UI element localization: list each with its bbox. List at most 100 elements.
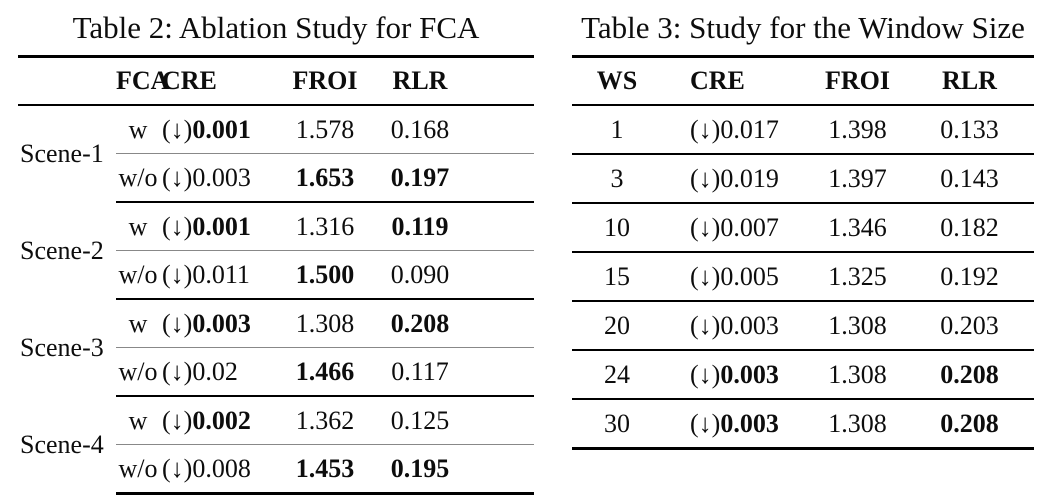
down-arrow-icon: (↓) — [162, 356, 193, 386]
rlr-cell: 0.197 — [370, 153, 470, 203]
down-arrow-icon: (↓) — [690, 359, 721, 389]
cre-cell: (↓)0.007 — [662, 203, 810, 253]
table-row: 3 (↓)0.019 1.397 0.143 — [572, 154, 1034, 204]
rlr-cell: 0.208 — [370, 299, 470, 348]
ws-cell: 3 — [572, 154, 662, 204]
spacer-cell — [470, 347, 534, 397]
table-row: w/o (↓)0.008 1.453 0.195 — [18, 444, 534, 495]
rlr-value: 0.143 — [940, 163, 999, 193]
rlr-cell: 0.143 — [905, 154, 1034, 204]
froi-cell: 1.346 — [810, 203, 905, 253]
cre-cell: (↓)0.003 — [662, 301, 810, 351]
cre-cell: (↓)0.008 — [160, 444, 280, 495]
table2-header-scene-empty — [18, 55, 116, 106]
froi-value: 1.325 — [828, 261, 887, 291]
froi-cell: 1.308 — [810, 350, 905, 400]
spacer-cell — [470, 299, 534, 348]
froi-cell: 1.453 — [280, 444, 370, 495]
table-row: Scene-4 w (↓)0.002 1.362 0.125 — [18, 396, 534, 459]
scene-label: Scene-3 — [20, 332, 104, 362]
spacer-cell — [470, 153, 534, 203]
ws-cell: 15 — [572, 252, 662, 302]
cre-value: 0.001 — [192, 114, 251, 144]
table-row: w/o (↓)0.011 1.500 0.090 — [18, 250, 534, 300]
scene-label: Scene-2 — [20, 235, 104, 265]
spacer-cell — [470, 105, 534, 154]
down-arrow-icon: (↓) — [690, 261, 721, 291]
rlr-cell: 0.203 — [905, 301, 1034, 351]
froi-value: 1.346 — [828, 212, 887, 242]
table2-header-rlr: RLR — [370, 55, 470, 106]
cre-cell: (↓)0.003 — [662, 350, 810, 400]
fca-cell: w/o — [116, 444, 160, 495]
froi-value: 1.316 — [295, 211, 355, 241]
table-row: 20 (↓)0.003 1.308 0.203 — [572, 301, 1034, 351]
down-arrow-icon: (↓) — [162, 405, 193, 435]
fca-cell: w — [116, 396, 160, 445]
rlr-cell: 0.090 — [370, 250, 470, 300]
table3-header-froi: FROI — [810, 55, 905, 106]
ws-cell: 20 — [572, 301, 662, 351]
rlr-cell: 0.192 — [905, 252, 1034, 302]
froi-cell: 1.500 — [280, 250, 370, 300]
down-arrow-icon: (↓) — [690, 114, 721, 144]
froi-cell: 1.325 — [810, 252, 905, 302]
cre-value: 0.003 — [720, 359, 779, 389]
table-row: Scene-1 w (↓)0.001 1.578 0.168 — [18, 105, 534, 168]
froi-value: 1.308 — [295, 308, 355, 338]
ws-cell: 30 — [572, 399, 662, 450]
table-row: 10 (↓)0.007 1.346 0.182 — [572, 203, 1034, 253]
rlr-value: 0.117 — [391, 356, 449, 386]
cre-cell: (↓)0.001 — [160, 105, 280, 154]
froi-value: 1.398 — [828, 114, 887, 144]
froi-value: 1.466 — [295, 356, 355, 386]
table3: WS CRE FROI RLR 1 (↓)0.017 1.398 0.133 3… — [572, 55, 1034, 450]
rlr-cell: 0.195 — [370, 444, 470, 495]
froi-value: 1.653 — [295, 162, 355, 192]
froi-cell: 1.308 — [810, 399, 905, 450]
froi-value: 1.308 — [828, 359, 887, 389]
rlr-value: 0.208 — [940, 359, 999, 389]
cre-value: 0.019 — [720, 163, 779, 193]
froi-cell: 1.653 — [280, 153, 370, 203]
table3-block: Table 3: Study for the Window Size WS CR… — [572, 0, 1034, 450]
ws-cell: 24 — [572, 350, 662, 400]
froi-value: 1.362 — [295, 405, 355, 435]
froi-value: 1.397 — [828, 163, 887, 193]
froi-cell: 1.308 — [280, 299, 370, 348]
froi-value: 1.308 — [828, 408, 887, 438]
cre-value: 0.003 — [720, 408, 779, 438]
cre-value: 0.007 — [720, 212, 779, 242]
fca-cell: w — [116, 299, 160, 348]
cre-cell: (↓)0.019 — [662, 154, 810, 204]
down-arrow-icon: (↓) — [690, 163, 721, 193]
rlr-cell: 0.125 — [370, 396, 470, 445]
cre-cell: (↓)0.002 — [160, 396, 280, 445]
cre-value: 0.003 — [192, 308, 251, 338]
cre-value: 0.003 — [192, 162, 251, 192]
cre-cell: (↓)0.011 — [160, 250, 280, 300]
table-row: 1 (↓)0.017 1.398 0.133 — [572, 105, 1034, 155]
cre-cell: (↓)0.02 — [160, 347, 280, 397]
cre-cell: (↓)0.017 — [662, 105, 810, 155]
table2-header-fca: FCA — [116, 55, 169, 106]
cre-cell: (↓)0.003 — [160, 153, 280, 203]
table-row: w/o (↓)0.003 1.653 0.197 — [18, 153, 534, 203]
rlr-value: 0.208 — [940, 408, 999, 438]
cre-cell: (↓)0.003 — [160, 299, 280, 348]
cre-cell: (↓)0.005 — [662, 252, 810, 302]
scene-label: Scene-1 — [20, 139, 104, 168]
froi-cell: 1.398 — [810, 105, 905, 155]
cre-value: 0.017 — [720, 114, 779, 144]
table3-caption: Table 3: Study for the Window Size — [581, 10, 1025, 45]
down-arrow-icon: (↓) — [162, 162, 193, 192]
cre-value: 0.002 — [192, 405, 251, 435]
down-arrow-icon: (↓) — [162, 453, 193, 483]
fca-cell: w/o — [116, 153, 160, 203]
rlr-value: 0.090 — [390, 259, 450, 289]
rlr-value: 0.197 — [390, 162, 450, 192]
cre-value: 0.005 — [720, 261, 779, 291]
table-row: Scene-2 w (↓)0.001 1.316 0.119 — [18, 202, 534, 265]
table-row: w/o (↓)0.02 1.466 0.117 — [18, 347, 534, 397]
rlr-value: 0.168 — [390, 114, 450, 144]
